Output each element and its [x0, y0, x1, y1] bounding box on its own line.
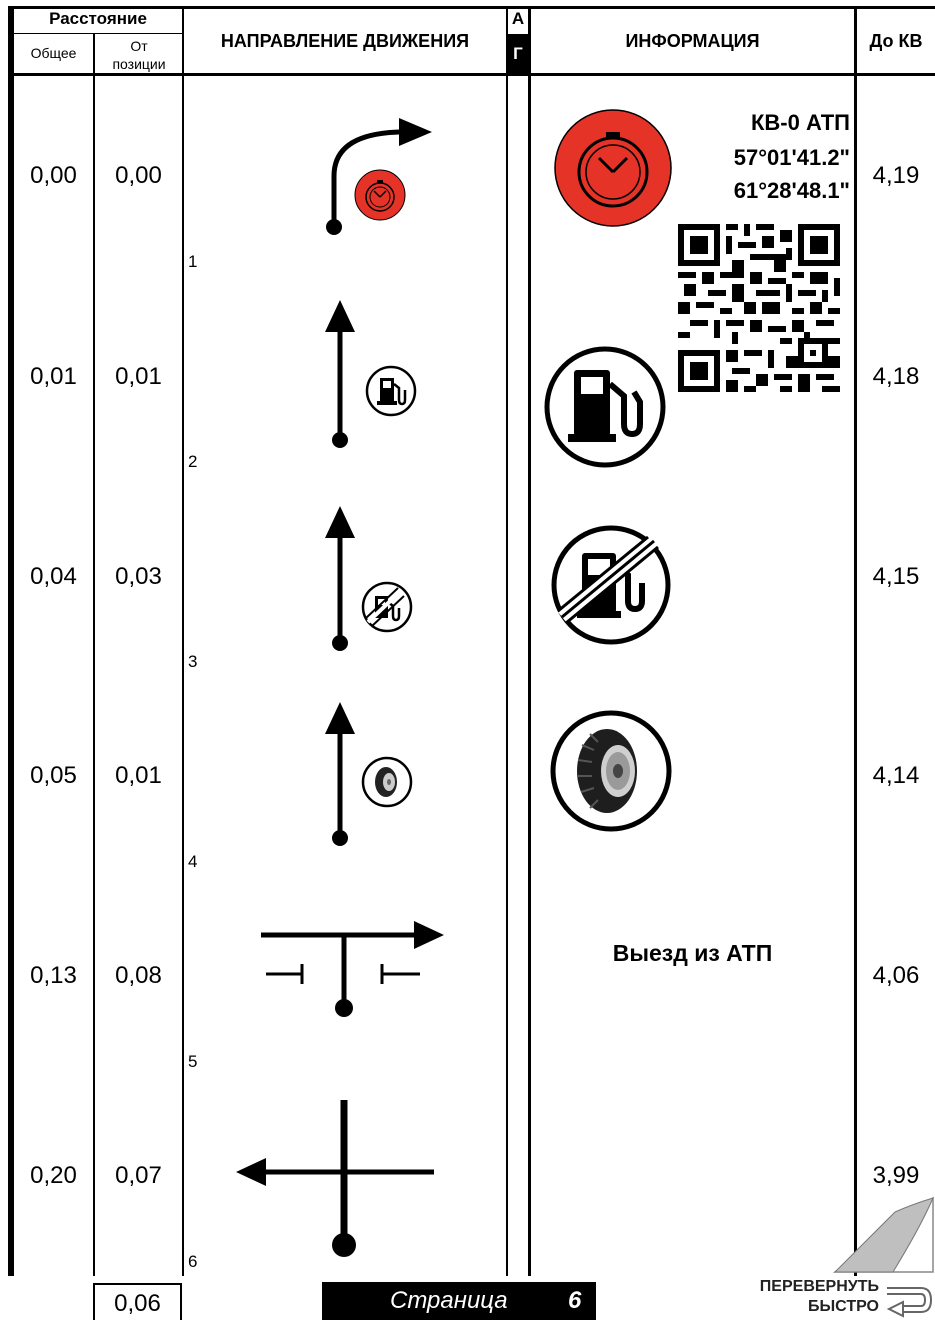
row2-to-kv: 4,18: [872, 363, 920, 390]
row2-from: 0,01: [115, 363, 162, 390]
subheader-divider: [14, 33, 182, 34]
flip-label-line2: БЫСТРО: [808, 1298, 879, 1315]
row1-to-kv: 4,19: [872, 162, 920, 189]
row4-total: 0,05: [30, 762, 77, 789]
row3-to-kv: 4,15: [872, 563, 920, 590]
header-divider: [8, 73, 935, 76]
header-ag-top: А: [511, 9, 525, 28]
page-label: Страница: [390, 1287, 508, 1314]
table-border-left: [8, 8, 14, 1276]
row2-number: 2: [188, 452, 198, 471]
row5-total: 0,13: [30, 962, 77, 989]
column-divider-distance: [182, 8, 184, 1276]
fuel-pump-small-icon: [365, 365, 417, 417]
no-fuel-small-icon: [361, 581, 413, 633]
row5-number: 5: [188, 1052, 198, 1071]
row6-direction-diagram: [236, 1100, 434, 1257]
stopwatch-icon: [354, 169, 406, 221]
row4-from: 0,01: [115, 762, 162, 789]
row5-direction-diagram: [261, 921, 444, 1017]
no-fuel-icon-large: [551, 525, 671, 645]
row1-total: 0,00: [30, 162, 77, 189]
checkpoint-lat: 57°01'41.2": [733, 145, 850, 170]
row3-total: 0,04: [30, 563, 77, 590]
checkpoint-name: КВ-0 АТП: [750, 110, 850, 135]
header-from-position: От позиции: [112, 38, 166, 72]
row1-number: 1: [188, 252, 198, 271]
row3-number: 3: [188, 652, 198, 671]
row1-from: 0,00: [115, 162, 162, 189]
fuel-pump-icon-large: [544, 346, 666, 468]
header-to-kv: До КВ: [869, 31, 923, 51]
row4-number: 4: [188, 852, 198, 871]
flip-label-line1: ПЕРЕВЕРНУТЬ: [759, 1278, 879, 1295]
row6-from: 0,07: [115, 1162, 162, 1189]
row1-direction-diagram: [326, 118, 432, 235]
checkpoint-lon: 61°28'48.1": [733, 178, 850, 203]
row4-direction-diagram: [325, 702, 355, 846]
column-divider-total: [93, 34, 95, 1276]
remaining-distance: 0,06: [114, 1290, 161, 1317]
row5-from: 0,08: [115, 962, 162, 989]
row4-to-kv: 4,14: [872, 762, 920, 789]
tire-small-icon: [361, 756, 413, 808]
row2-direction-diagram: [325, 300, 355, 448]
page-indicator: Страница 6: [322, 1282, 596, 1320]
row5-to-kv: 4,06: [872, 962, 920, 989]
row3-direction-diagram: [325, 506, 355, 651]
table-border-top: [8, 6, 935, 9]
qr-code: [678, 224, 840, 392]
exit-info-text: Выезд из АТП: [612, 940, 773, 966]
tire-icon-large: [550, 710, 672, 832]
column-divider-info: [854, 8, 857, 1276]
header-info: ИНФОРМАЦИЯ: [625, 31, 760, 51]
row3-from: 0,03: [115, 563, 162, 590]
remaining-distance-box: 0,06: [93, 1283, 182, 1320]
header-ag-bottom: Г: [508, 34, 528, 73]
row6-to-kv: 3,99: [872, 1162, 920, 1189]
row6-number: 6: [188, 1252, 198, 1271]
header-direction: НАПРАВЛЕНИЕ ДВИЖЕНИЯ: [220, 31, 470, 51]
flip-arrow-icon: [886, 1287, 933, 1318]
column-divider-ag: [528, 8, 531, 1276]
page-curl-icon[interactable]: [832, 1196, 935, 1276]
header-total: Общее: [30, 45, 77, 61]
column-divider-direction: [506, 8, 508, 1276]
flip-fast-button[interactable]: ПЕРЕВЕРНУТЬ БЫСТРО: [700, 1276, 935, 1320]
row2-total: 0,01: [30, 363, 77, 390]
page-number: 6: [568, 1287, 582, 1314]
header-distance: Расстояние: [49, 9, 147, 28]
stopwatch-icon-large: [554, 109, 672, 227]
row6-total: 0,20: [30, 1162, 77, 1189]
